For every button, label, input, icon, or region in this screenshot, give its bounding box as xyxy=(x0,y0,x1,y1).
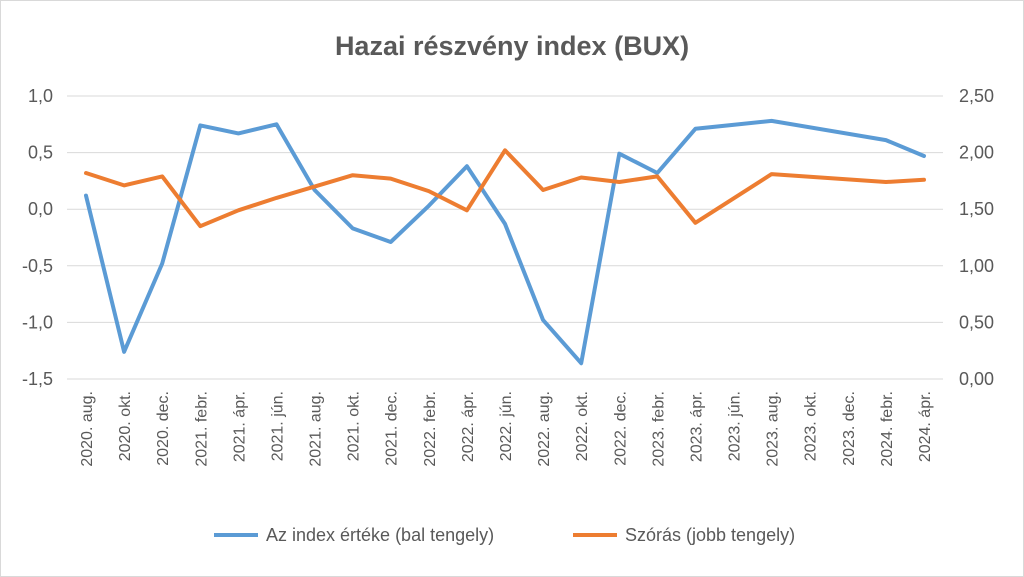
x-tick-label: 2024. ápr. xyxy=(917,391,934,462)
x-tick-label: 2023. jún. xyxy=(727,391,744,461)
left-tick-label: -1,0 xyxy=(22,312,53,332)
gridlines xyxy=(67,95,943,380)
x-tick-label: 2022. dec. xyxy=(612,391,629,466)
x-tick-label: 2020. okt. xyxy=(117,391,134,461)
x-tick-label: 2020. aug. xyxy=(79,391,96,467)
right-tick-label: 1,50 xyxy=(959,199,994,219)
x-tick-label: 2022. febr. xyxy=(422,391,439,467)
right-tick-label: 2,50 xyxy=(959,86,994,106)
x-tick-label: 2021. dec. xyxy=(384,391,401,466)
right-tick-label: 1,00 xyxy=(959,256,994,276)
right-axis-ticks: 2,50 2,00 1,50 1,00 0,50 0,00 xyxy=(959,86,994,389)
x-tick-label: 2022. okt. xyxy=(574,391,591,461)
chart-title: Hazai részvény index (BUX) xyxy=(335,31,689,61)
x-tick-label: 2021. febr. xyxy=(193,391,210,467)
x-tick-label: 2023. aug. xyxy=(765,391,782,467)
left-tick-label: -1,5 xyxy=(22,369,53,389)
left-tick-label: 0,0 xyxy=(28,199,53,219)
x-tick-label: 2021. okt. xyxy=(346,391,363,461)
x-tick-label: 2022. jún. xyxy=(498,391,515,461)
left-axis-ticks: 1,0 0,5 0,0 -0,5 -1,0 -1,5 xyxy=(22,86,53,389)
right-tick-label: 2,00 xyxy=(959,143,994,163)
series-line-1 xyxy=(84,148,926,229)
series-line-0 xyxy=(84,118,926,366)
right-tick-label: 0,00 xyxy=(959,369,994,389)
left-tick-label: 0,5 xyxy=(28,143,53,163)
right-tick-label: 0,50 xyxy=(959,312,994,332)
x-tick-label: 2021. ápr. xyxy=(231,391,248,462)
x-tick-label: 2023. febr. xyxy=(650,391,667,467)
x-tick-label: 2021. aug. xyxy=(308,391,325,467)
x-tick-label: 2020. dec. xyxy=(155,391,172,466)
x-tick-label: 2022. aug. xyxy=(536,391,553,467)
x-axis-ticks: 2020. aug. 2020. okt. 2020. dec. 2021. febr… xyxy=(79,391,934,467)
left-tick-label: -0,5 xyxy=(22,256,53,276)
x-tick-label: 2023. ápr. xyxy=(688,391,705,462)
x-tick-label: 2024. febr. xyxy=(879,391,896,467)
legend: Az index értéke (bal tengely) Szórás (jo… xyxy=(214,525,795,545)
x-tick-label: 2023. okt. xyxy=(803,391,820,461)
legend-label-szoras: Szórás (jobb tengely) xyxy=(625,525,795,545)
series-lines xyxy=(84,118,926,366)
left-tick-label: 1,0 xyxy=(28,86,53,106)
x-tick-label: 2023. dec. xyxy=(841,391,858,466)
x-tick-label: 2022. ápr. xyxy=(460,391,477,462)
x-tick-label: 2021. jún. xyxy=(269,391,286,461)
legend-label-index: Az index értéke (bal tengely) xyxy=(266,525,494,545)
